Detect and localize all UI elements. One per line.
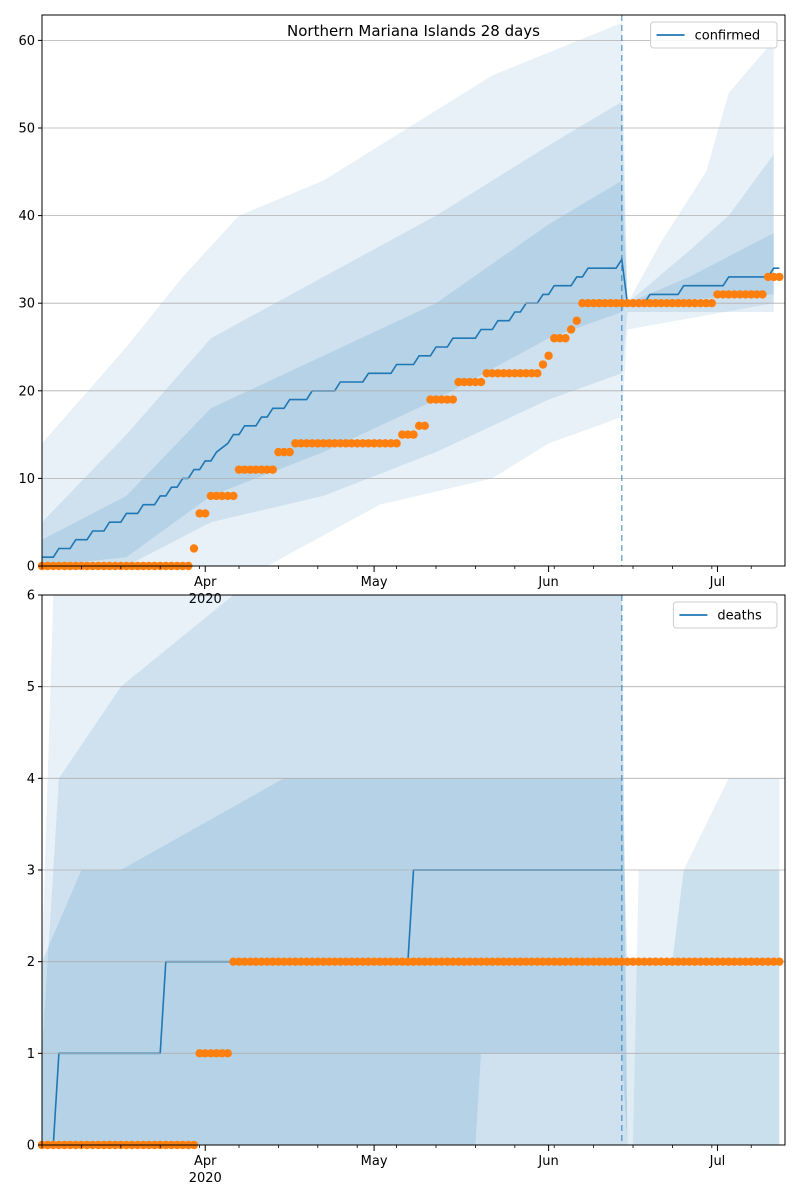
x-tick-label: Jun [537,1154,558,1169]
legend: confirmed [650,21,778,49]
confirmed-panel: 0 10 20 30 40 50 60 Apr 2020 May Jun Jul Northern Ma… [18,14,786,607]
uncertainty-band-middle [42,101,774,566]
x-tick-sublabel: 2020 [189,592,222,607]
observed-point [775,957,784,966]
legend-label: deaths [717,609,762,624]
observed-point [223,1049,232,1058]
legend-box [650,21,778,49]
y-tick-label: 60 [18,34,35,49]
observed-point [775,272,784,282]
y-tick-label: 20 [18,384,35,399]
observed-point [758,290,767,299]
plot-area [42,22,780,566]
observed-point [229,491,238,501]
observed-point [409,430,418,439]
observed-point [420,421,429,431]
observed-point [189,544,199,553]
observed-point [533,369,542,378]
series-line-deaths [42,869,622,1145]
observed-point [268,465,277,474]
y-tick-label: 3 [27,864,35,879]
y-tick-label: 4 [27,772,35,787]
y-tick-label: 5 [27,680,35,695]
x-tick-label: Jun [537,575,558,590]
x-tick-label: Apr [194,575,217,590]
uncertainty-band-inner [42,180,774,566]
observed-point [572,316,581,325]
x-tick-label: May [361,1154,388,1169]
axes-frame [41,14,786,567]
observed-point [448,395,458,404]
x-tick-label: Jul [709,1154,726,1169]
uncertainty-band-outer [42,22,774,566]
y-tick-label: 30 [18,297,35,312]
chart-title: Northern Mariana Islands 28 days [287,22,540,40]
observed-point [285,447,294,457]
x-tick-sublabel: 2020 [189,1171,222,1186]
legend-box [672,601,778,629]
observed-points [37,272,784,571]
y-tick-label: 0 [27,1139,35,1154]
y-tick-label: 2 [27,955,35,970]
x-tick-label: Jul [709,575,726,590]
series-line-confirmed [42,257,780,559]
y-tick-label: 0 [27,560,35,575]
legend-label: confirmed [695,29,761,44]
observed-point [566,325,576,334]
y-tick-label: 10 [18,472,35,487]
y-tick-label: 6 [27,589,35,604]
y-tick-label: 50 [18,122,35,137]
y-tick-label: 40 [18,209,35,224]
observed-point [392,439,401,448]
observed-point [707,299,717,308]
observed-point [538,360,548,369]
y-tick-label: 1 [27,1047,35,1062]
observed-point [201,509,210,518]
x-tick-label: Apr [194,1154,217,1169]
deaths-panel: 0 1 2 3 4 5 6 Apr 2020 May Jun Jul deaths [27,589,786,1186]
x-tick-label: May [361,575,388,590]
legend: deaths [672,601,778,629]
observed-point [561,334,570,343]
observed-point [544,351,553,360]
observed-point [476,377,486,387]
